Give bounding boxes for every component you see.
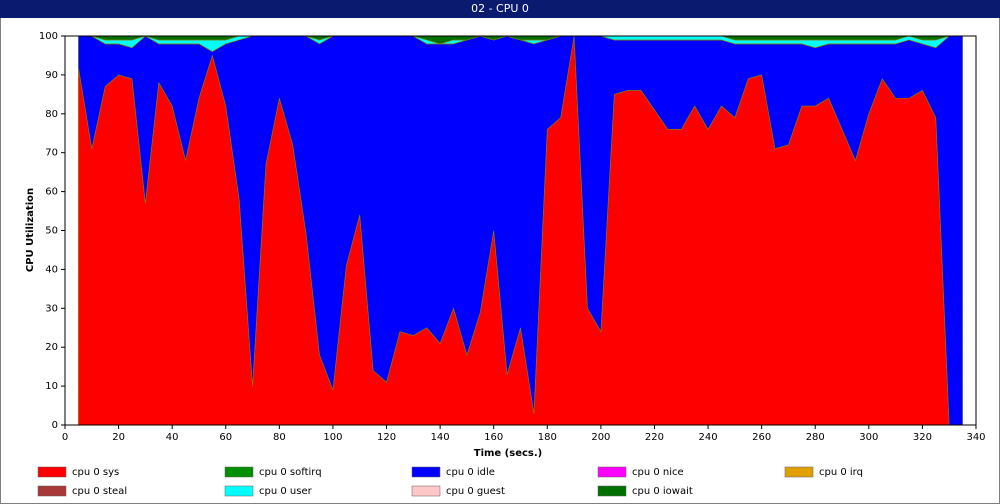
x-tick-label: 300 [859,432,878,443]
x-tick-label: 120 [377,432,396,443]
y-tick-label: 50 [45,226,58,237]
y-tick-label: 70 [45,148,58,159]
y-axis-label: CPU Utilization [25,188,36,272]
legend-swatch [597,466,627,478]
x-tick-label: 260 [752,432,771,443]
y-tick-label: 80 [45,109,58,120]
legend-swatch [411,466,441,478]
legend-swatch [37,466,67,478]
x-tick-label: 280 [806,432,825,443]
x-tick-label: 320 [913,432,932,443]
x-tick-label: 240 [699,432,718,443]
x-tick-label: 160 [484,432,503,443]
x-tick-label: 0 [62,432,68,443]
x-tick-label: 100 [323,432,342,443]
y-tick-label: 10 [45,381,58,392]
legend-swatch [411,485,441,497]
y-tick-label: 30 [45,303,58,314]
legend-label: cpu 0 idle [446,467,495,478]
legend-swatch [224,485,254,497]
legend-label: cpu 0 user [259,486,313,497]
legend-label: cpu 0 irq [819,467,863,478]
x-tick-label: 180 [538,432,557,443]
legend-label: cpu 0 iowait [632,486,693,497]
y-tick-label: 20 [45,342,58,353]
legend-label: cpu 0 steal [72,486,127,497]
x-tick-label: 40 [166,432,179,443]
x-tick-label: 60 [219,432,232,443]
x-tick-label: 340 [966,432,985,443]
legend-label: cpu 0 guest [446,486,505,497]
y-tick-label: 100 [39,31,58,42]
legend-label: cpu 0 nice [632,467,684,478]
legend-swatch [224,466,254,478]
x-tick-label: 200 [591,432,610,443]
legend-label: cpu 0 softirq [259,467,322,478]
y-tick-label: 60 [45,187,58,198]
x-tick-label: 80 [273,432,286,443]
y-tick-label: 40 [45,264,58,275]
legend-swatch [597,485,627,497]
x-tick-label: 220 [645,432,664,443]
title-bar [0,0,1000,18]
x-axis-label: Time (secs.) [474,448,543,459]
legend-swatch [37,485,67,497]
x-tick-label: 140 [431,432,450,443]
legend-swatch [784,466,814,478]
y-tick-label: 90 [45,70,58,81]
x-tick-label: 20 [112,432,125,443]
chart-title: 02 - CPU 0 [471,2,529,15]
y-tick-label: 0 [52,420,58,431]
legend-label: cpu 0 sys [72,467,119,478]
